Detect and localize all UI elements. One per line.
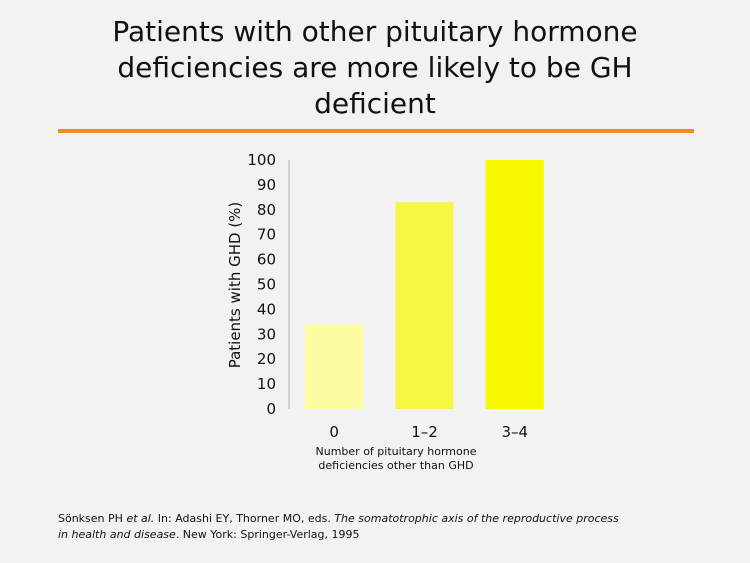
citation-editors: In: Adashi EY, Thorner MO, eds.: [154, 512, 335, 525]
citation-publisher: . New York: Springer-Verlag, 1995: [175, 528, 360, 541]
x-axis-label: Number of pituitary hormone deficiencies…: [286, 445, 506, 473]
title-line-1: Patients with other pituitary hormone: [112, 15, 638, 48]
bar-0: [305, 324, 364, 409]
citation-book-title-cont: in health and disease: [58, 528, 176, 541]
citation-line-2: in health and disease. New York: Springe…: [58, 527, 708, 543]
y-tick-label-3: 30: [257, 325, 276, 343]
x-tick-labels: 0 1–2 3–4: [329, 423, 528, 441]
title-line-2: deficiencies are more likely to be GH: [117, 51, 633, 84]
y-tick-label-5: 50: [257, 276, 276, 294]
y-tick-label-6: 60: [257, 251, 276, 269]
x-axis-label-line-1: Number of pituitary hormone: [315, 445, 477, 458]
citation-book-title: The somatotrophic axis of the reproducti…: [334, 512, 619, 525]
citation-line-1: Sönksen PH et al. In: Adashi EY, Thorner…: [58, 511, 708, 527]
x-axis-label-line-2: deficiencies other than GHD: [318, 459, 474, 472]
y-tick-label-0: 0: [266, 400, 276, 418]
y-tick-labels: 0 10 20 30 40 50 60 70 80 90 100: [247, 151, 276, 418]
bars: [305, 160, 544, 409]
citation-authors: Sönksen PH: [58, 512, 127, 525]
title-line-3: deficient: [314, 87, 436, 120]
slide-title: Patients with other pituitary hormone de…: [40, 14, 710, 122]
y-tick-label-9: 90: [257, 176, 276, 194]
y-tick-label-4: 40: [257, 300, 276, 318]
y-axis-label: Patients with GHD (%): [226, 202, 244, 369]
bar-2: [485, 160, 544, 409]
y-tick-label-10: 100: [247, 151, 276, 169]
bar-1: [395, 202, 454, 409]
x-tick-label-1: 1–2: [411, 423, 438, 441]
y-tick-label-7: 70: [257, 226, 276, 244]
y-tick-label-1: 10: [257, 375, 276, 393]
x-tick-label-0: 0: [329, 423, 339, 441]
y-tick-label-2: 20: [257, 350, 276, 368]
citation: Sönksen PH et al. In: Adashi EY, Thorner…: [58, 511, 708, 543]
x-tick-label-2: 3–4: [502, 423, 529, 441]
title-divider: [58, 129, 694, 133]
citation-et-al: et al.: [126, 512, 155, 525]
y-tick-label-8: 80: [257, 201, 276, 219]
